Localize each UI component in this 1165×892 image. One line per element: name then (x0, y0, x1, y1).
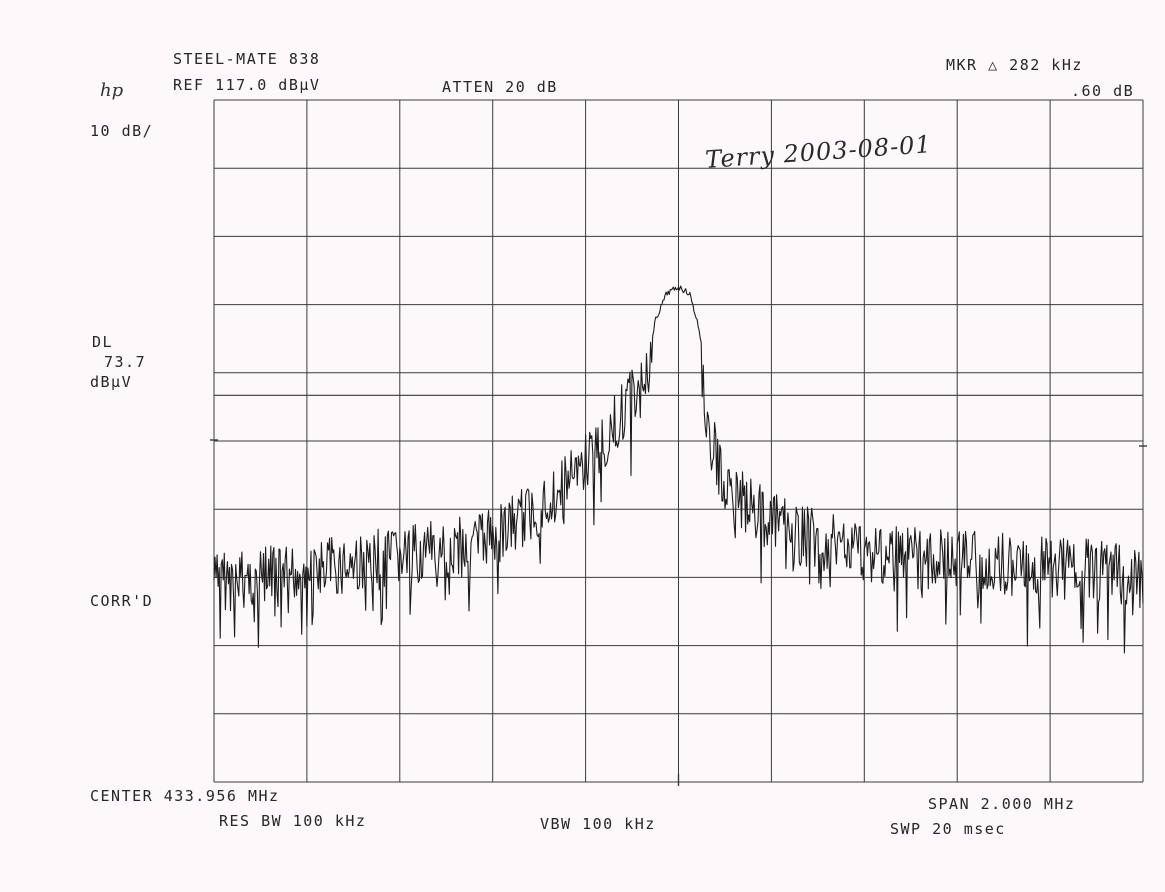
video-bandwidth: VBW 100 kHz (540, 815, 656, 833)
marker-delta-amplitude: .60 dB (1071, 82, 1135, 100)
display-line-label: DL (92, 333, 114, 351)
marker-delta-frequency: MKR △ 282 kHz (946, 56, 1083, 74)
edge-ticks (210, 439, 1147, 786)
graticule (213, 99, 1144, 783)
attenuation: ATTEN 20 dB (442, 78, 558, 96)
sweep-time: SWP 20 msec (890, 820, 1006, 838)
frequency-span: SPAN 2.000 MHz (928, 795, 1076, 813)
correction-indicator: CORR'D (90, 592, 154, 610)
vertical-scale: 10 dB/ (90, 122, 154, 140)
display-line-unit: dBµV (90, 373, 133, 391)
resolution-bandwidth: RES BW 100 kHz (219, 812, 367, 830)
device-title: STEEL-MATE 838 (173, 50, 321, 68)
reference-level: REF 117.0 dBµV (173, 76, 321, 94)
spectrum-trace (213, 285, 1144, 654)
hp-logo: hp (100, 80, 124, 101)
center-frequency: CENTER 433.956 MHz (90, 787, 280, 805)
display-line-value: 73.7 (104, 353, 147, 371)
